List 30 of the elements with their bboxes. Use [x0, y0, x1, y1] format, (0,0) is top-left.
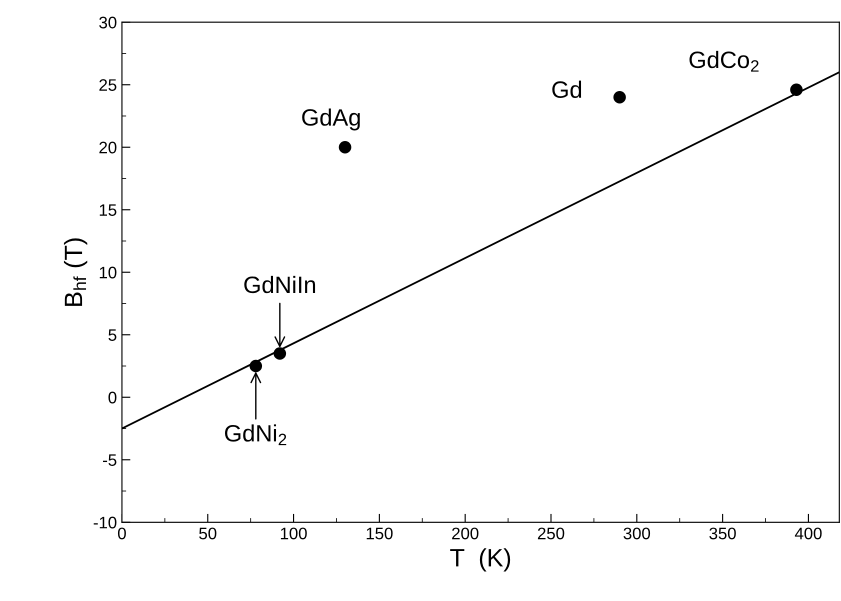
annotation: Gd — [552, 80, 582, 98]
point — [613, 90, 626, 104]
y-tick-label: 15 — [100, 204, 116, 216]
y-tick-label: -5 — [103, 454, 116, 466]
annotation: GdNiIn — [244, 276, 316, 294]
point — [250, 360, 262, 372]
x-tick-label: 0 — [118, 528, 126, 540]
x-tick-label: 400 — [794, 528, 822, 540]
y-tick-label: 0 — [108, 392, 116, 404]
point — [338, 140, 352, 154]
x-tick-label: 300 — [624, 528, 650, 540]
y-tick-label: 20 — [99, 142, 116, 154]
y-tick-label: 25 — [99, 79, 116, 91]
x-axis-title: T (K) — [450, 548, 510, 572]
point — [790, 83, 803, 96]
y-tick-label: 5 — [108, 329, 116, 341]
y-tick-label: 10 — [100, 266, 116, 278]
x-tick-label: 50 — [199, 528, 216, 540]
y-axis-title: B$_{hf}$ (T) — [64, 238, 88, 306]
x-tick-label: 100 — [280, 528, 307, 540]
y-tick-label: 30 — [99, 16, 116, 28]
x-tick-label: 200 — [452, 528, 478, 540]
annotation: GdAg — [302, 108, 360, 130]
point — [274, 347, 286, 360]
y-tick-label: -10 — [94, 516, 116, 528]
x-tick-label: 350 — [709, 528, 736, 540]
annotation: GdCo$_{2}$ — [689, 50, 759, 72]
x-tick-label: 150 — [366, 528, 393, 540]
annotation: GdNi$_{2}$ — [225, 424, 286, 446]
x-tick-label: 250 — [538, 528, 564, 540]
